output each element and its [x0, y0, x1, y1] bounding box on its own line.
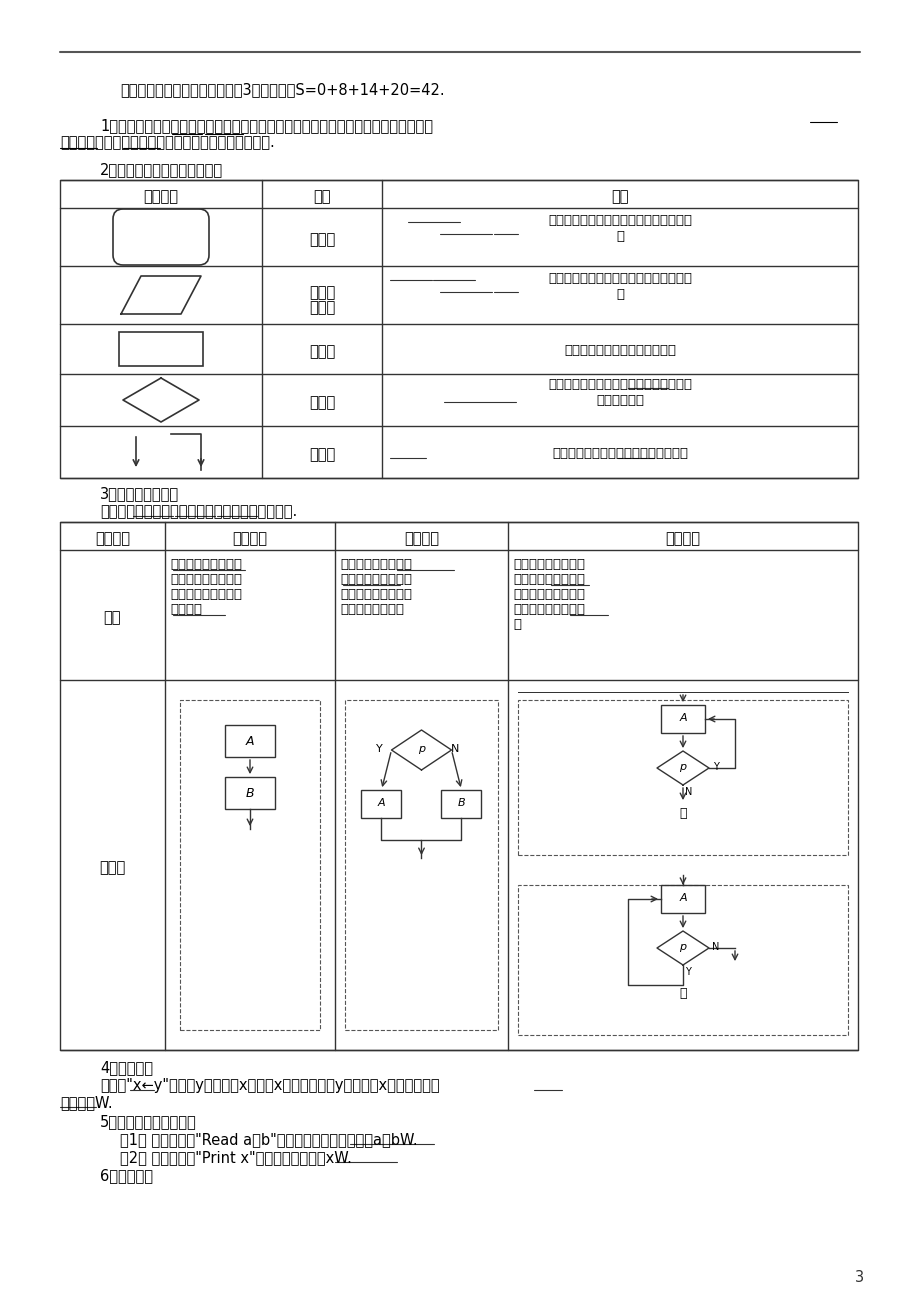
- Text: 顺序结构: 顺序结构: [233, 531, 267, 546]
- Text: 3: 3: [855, 1269, 864, 1285]
- Text: 向，条件结构就是处: 向，条件结构就是处: [340, 589, 412, 602]
- Text: 判断框: 判断框: [309, 395, 335, 410]
- Text: 一个算法都离不开的: 一个算法都离不开的: [170, 589, 242, 602]
- Text: 输出框: 输出框: [309, 299, 335, 315]
- Text: 定义: 定义: [104, 611, 121, 625]
- Text: 表示算法的开始或结束，一般画成圆角矩: 表示算法的开始或结束，一般画成圆角矩: [548, 214, 691, 227]
- Text: 4．赋值语句: 4．赋值语句: [100, 1060, 153, 1075]
- Bar: [517, 885, 847, 1035]
- Bar: [60, 180, 857, 478]
- Text: 6．条件语句: 6．条件语句: [100, 1168, 153, 1184]
- Text: 一般画成菱形: 一般画成菱形: [596, 395, 643, 408]
- Text: 名称: 名称: [312, 189, 331, 204]
- Bar: [119, 332, 203, 366]
- Text: （2） 输出语句："Print x"表示输出运算结果xW.: （2） 输出语句："Print x"表示输出运算结果xW.: [119, 1150, 351, 1165]
- Text: 定的条件反复执行某: 定的条件反复执行某: [513, 573, 584, 586]
- Text: 1．流程图是由一些图框和流程线组成的，其中图框表示各种操作的类型，图框中的文: 1．流程图是由一些图框和流程线组成的，其中图框表示各种操作的类型，图框中的文: [100, 118, 433, 133]
- Text: A: A: [678, 893, 686, 904]
- Text: 由若干个依次执行的: 由若干个依次执行的: [170, 559, 242, 572]
- Bar: [361, 790, 401, 818]
- Text: 理这种过程的结构: 理这种过程的结构: [340, 603, 403, 616]
- Text: 步骤组成，这是任何: 步骤组成，这是任何: [170, 573, 242, 586]
- Text: 选择结构: 选择结构: [403, 531, 438, 546]
- Text: 处理框: 处理框: [309, 344, 335, 359]
- Text: p: p: [679, 943, 686, 952]
- Text: 形: 形: [616, 230, 623, 243]
- Text: 名称内容: 名称内容: [95, 531, 130, 546]
- Text: 体: 体: [513, 618, 520, 631]
- Text: （1） 输入语句："Read a，b"表示输入的数据依次送给a，bW.: （1） 输入语句："Read a，b"表示输入的数据依次送给a，bW.: [119, 1131, 417, 1147]
- Text: B: B: [245, 786, 254, 799]
- Text: 表示赋值或计算，一般画成矩形: 表示赋值或计算，一般画成矩形: [563, 344, 675, 357]
- Text: 乙: 乙: [678, 987, 686, 1000]
- Text: B: B: [457, 798, 465, 809]
- Text: 形: 形: [616, 288, 623, 301]
- Text: Y: Y: [712, 762, 718, 772]
- Text: 基本结构: 基本结构: [170, 603, 202, 616]
- Text: N: N: [451, 743, 460, 754]
- Text: 算法的流程根据条件: 算法的流程根据条件: [340, 559, 412, 572]
- Text: A: A: [245, 736, 254, 749]
- Text: 流程图: 流程图: [99, 861, 126, 875]
- Text: Y: Y: [685, 967, 690, 976]
- Bar: [517, 700, 847, 855]
- Text: 或表达式W.: 或表达式W.: [60, 1095, 112, 1111]
- Text: 起止框: 起止框: [309, 232, 335, 247]
- Text: 循环结构: 循环结构: [664, 531, 699, 546]
- Text: 2．常见的图框、流程线及功能: 2．常见的图框、流程线及功能: [100, 161, 223, 177]
- Text: 流程线: 流程线: [309, 447, 335, 462]
- Text: 算法都可以由顺序结构、选择结构、循环结构组成.: 算法都可以由顺序结构、选择结构、循环结构组成.: [100, 504, 297, 519]
- Text: 输入、: 输入、: [309, 285, 335, 299]
- Text: 表示执行步骤的路径，可用箭头线表示: 表示执行步骤的路径，可用箭头线表示: [551, 447, 687, 460]
- Text: 解析：由题设可知，循环体执行3次，从而有S=0+8+14+20=42.: 解析：由题设可知，循环体执行3次，从而有S=0+8+14+20=42.: [119, 82, 444, 98]
- Text: 3．基本的算法结构: 3．基本的算法结构: [100, 486, 179, 501]
- Text: 功能: 功能: [610, 189, 628, 204]
- Text: 5．输入语句、输出语句: 5．输入语句、输出语句: [100, 1115, 197, 1129]
- Text: 用符号"x←y"表示将y的值赋给x，其中x是一个变量，y是一个与x同类型的变量: 用符号"x←y"表示将y的值赋给x，其中x是一个变量，y是一个与x同类型的变量: [100, 1078, 439, 1092]
- Text: 表示输入、输出操作，一般画成平行四边: 表示输入、输出操作，一般画成平行四边: [548, 272, 691, 285]
- Text: N: N: [685, 786, 692, 797]
- Text: p: p: [679, 762, 686, 772]
- Bar: [660, 704, 704, 733]
- Text: N: N: [711, 943, 719, 952]
- Text: 从某处开始，按照一: 从某处开始，按照一: [513, 559, 584, 572]
- Text: 字和符号表示操作的内容，流程线表示操作的先后次序.: 字和符号表示操作的内容，流程线表示操作的先后次序.: [60, 135, 275, 150]
- Text: 执行的步骤称为循环: 执行的步骤称为循环: [513, 603, 584, 616]
- Bar: [60, 522, 857, 1049]
- Text: p: p: [417, 743, 425, 754]
- Text: 甲: 甲: [678, 807, 686, 820]
- Text: 根据条件决定执行两条路径中的某一条，: 根据条件决定执行两条路径中的某一条，: [548, 378, 691, 391]
- Bar: [345, 700, 497, 1030]
- Text: A: A: [678, 713, 686, 723]
- Text: 些步骤的情况，反复: 些步骤的情况，反复: [513, 589, 584, 602]
- Bar: [180, 700, 320, 1030]
- Text: A: A: [378, 798, 385, 809]
- Text: Y: Y: [376, 743, 382, 754]
- Bar: [660, 885, 704, 913]
- Bar: [225, 725, 275, 756]
- Bar: [441, 790, 481, 818]
- Text: 是否成立有不同的流: 是否成立有不同的流: [340, 573, 412, 586]
- Text: 图形符号: 图形符号: [143, 189, 178, 204]
- Bar: [225, 777, 275, 809]
